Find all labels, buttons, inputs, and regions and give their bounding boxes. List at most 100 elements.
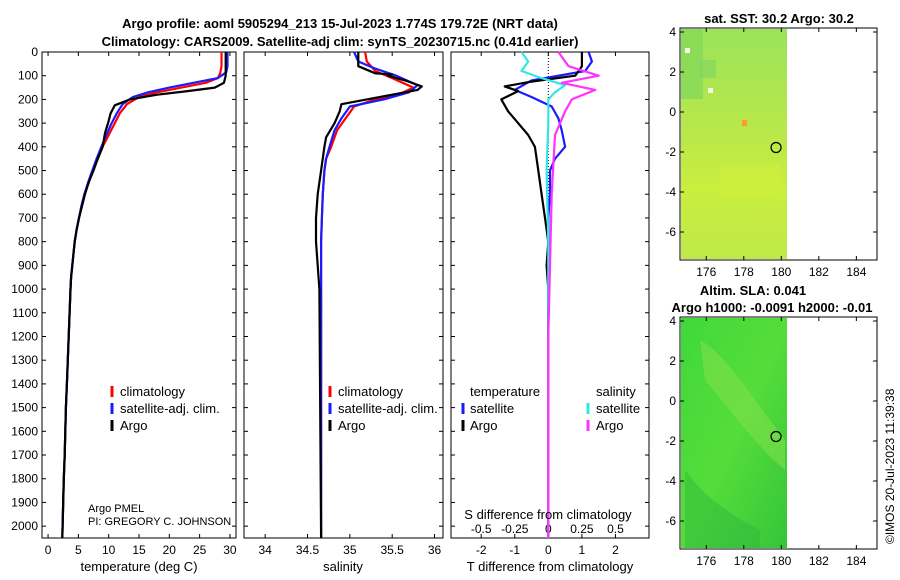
y-tick-label: 1800 [11, 472, 38, 486]
sla-map-title-2: Argo h1000: -0.0091 h2000: -0.01 [672, 300, 873, 315]
y-tick-label: 2000 [11, 519, 38, 533]
y-tick-label: 0 [31, 45, 38, 59]
y-tick-label: 1700 [11, 448, 38, 462]
legend-label-satellite: satellite-adj. clim. [120, 401, 220, 416]
map-x-tick-label: 182 [809, 554, 829, 568]
s-difference-label: S difference from climatology [464, 507, 632, 522]
map-y-tick-label: -6 [665, 225, 676, 239]
y-tick-label: 1200 [11, 329, 38, 343]
credit-line-2: PI: GREGORY C. JOHNSON [88, 516, 231, 528]
x-tick-label: 34.5 [296, 543, 320, 557]
x-tick-label: 35 [343, 543, 357, 557]
map-x-tick-label: 184 [846, 265, 866, 279]
series-line-climatology [320, 51, 415, 538]
sst-patch [708, 88, 713, 93]
map-y-tick-label: 4 [669, 25, 676, 39]
map-x-tick-label: 176 [696, 265, 716, 279]
s-tick-label: 0.25 [570, 522, 594, 536]
s-tick-label: 0.5 [607, 522, 624, 536]
x-tick-label: 0 [45, 543, 52, 557]
sla-patch [685, 470, 760, 548]
x-tick-label: 2 [612, 543, 619, 557]
legend-label-temp-satellite: satellite [470, 401, 514, 416]
series-line-salinity-argo [547, 51, 600, 538]
series-line-temperature-argo [500, 52, 583, 538]
legend-title-temperature: temperature [470, 384, 540, 399]
x-tick-label: -1 [509, 543, 520, 557]
map-y-tick-label: -4 [665, 474, 676, 488]
sla-map: 176 178 180 182 184 4 2 0 -2 -4 -6 [665, 314, 878, 568]
legend-label-climatology: climatology [338, 384, 404, 399]
y-tick-label: 500 [18, 164, 38, 178]
credit-line-1: Argo PMEL [88, 503, 144, 515]
x-tick-label: 0 [545, 543, 552, 557]
x-tick-label: 30 [223, 543, 237, 557]
x-tick-label: 36 [428, 543, 442, 557]
map-x-tick-label: 180 [771, 554, 791, 568]
y-tick-label: 1900 [11, 495, 38, 509]
y-tick-label: 200 [18, 92, 38, 106]
salinity-plot: 34 34.5 35 35.5 36 [244, 51, 443, 557]
temperature-axis-label: temperature (deg C) [80, 559, 197, 574]
timestamp-stamp: ©IMOS 20-Jul-2023 11:39:38 [883, 388, 897, 544]
series-line-satellite-adj-clim- [61, 52, 229, 539]
map-y-tick-label: -2 [665, 145, 676, 159]
y-tick-label: 1500 [11, 401, 38, 415]
difference-axis-label: T difference from climatology [467, 559, 634, 574]
profile-location-marker [770, 141, 782, 154]
x-tick-label: 25 [193, 543, 207, 557]
map-y-tick-label: 4 [669, 314, 676, 328]
y-tick-label: 1400 [11, 377, 38, 391]
legend-label-argo: Argo [120, 418, 147, 433]
series-line-salinity-satellite [520, 51, 567, 538]
map-x-tick-label: 178 [734, 554, 754, 568]
y-tick-label: 900 [18, 258, 38, 272]
map-x-tick-label: 184 [846, 554, 866, 568]
series-line-temperature-satellite [513, 51, 593, 538]
legend-label-temp-argo: Argo [470, 418, 497, 433]
sst-patch [742, 120, 747, 126]
map-y-tick-label: 0 [669, 105, 676, 119]
y-tick-label: 300 [18, 116, 38, 130]
map-x-tick-label: 182 [809, 265, 829, 279]
map-x-tick-label: 178 [734, 265, 754, 279]
sst-map-title: sat. SST: 30.2 Argo: 30.2 [704, 11, 854, 26]
series-line-satellite-adj-clim- [320, 51, 419, 538]
y-tick-label: 1300 [11, 353, 38, 367]
y-tick-label: 1600 [11, 424, 38, 438]
x-tick-label: 15 [132, 543, 146, 557]
sla-patch [700, 340, 785, 470]
map-x-tick-label: 180 [771, 265, 791, 279]
map-x-tick-label: 176 [696, 554, 716, 568]
difference-plot: -2 -1 0 1 2-0.5 -0.25 0 0.25 0.5 [451, 51, 649, 557]
series-line-climatology [61, 52, 223, 539]
legend-label-satellite: satellite-adj. clim. [338, 401, 438, 416]
sst-patch [700, 60, 716, 78]
legend-title-salinity: salinity [596, 384, 636, 399]
map-y-tick-label: -6 [665, 514, 676, 528]
legend-label-argo: Argo [338, 418, 365, 433]
y-tick-label: 100 [18, 69, 38, 83]
s-tick-label: -0.5 [471, 522, 492, 536]
x-tick-label: 34 [258, 543, 272, 557]
x-tick-label: 20 [163, 543, 177, 557]
series-line-argo [314, 52, 423, 539]
x-tick-label: 10 [102, 543, 116, 557]
s-tick-label: -0.25 [501, 522, 529, 536]
series-line-argo [61, 52, 227, 539]
title-line-1: Argo profile: aoml 5905294_213 15-Jul-20… [122, 16, 558, 31]
legend-label-sal-argo: Argo [596, 418, 623, 433]
y-tick-label: 1000 [11, 282, 38, 296]
y-tick-label: 600 [18, 187, 38, 201]
legend-label-sal-satellite: satellite [596, 401, 640, 416]
sst-map: 176 178 180 182 184 4 2 0 -2 -4 -6 [665, 25, 878, 279]
y-tick-label: 700 [18, 211, 38, 225]
x-tick-label: -2 [476, 543, 487, 557]
map-y-tick-label: 2 [669, 354, 676, 368]
map-y-tick-label: -4 [665, 185, 676, 199]
legend-label-climatology: climatology [120, 384, 186, 399]
temperature-legend: climatology satellite-adj. clim. Argo [110, 384, 220, 433]
salinity-legend: climatology satellite-adj. clim. Argo [328, 384, 438, 433]
difference-legend: temperature salinity satellite Argo sate… [461, 384, 640, 433]
